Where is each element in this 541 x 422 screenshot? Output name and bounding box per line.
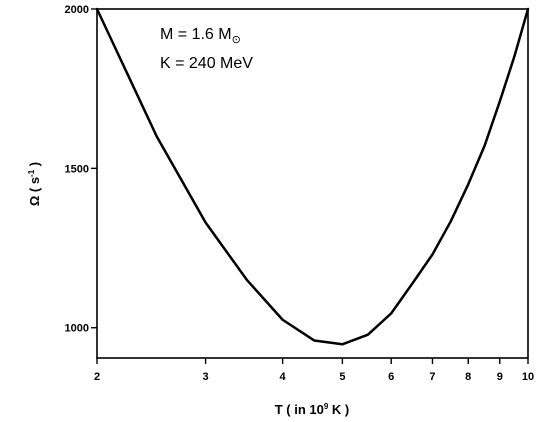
y-axis-label-main: Ω ( s [27,177,42,206]
x-tick-label: 7 [429,371,435,383]
x-tick-label: 3 [203,371,209,383]
x-tick-label: 6 [388,371,394,383]
y-axis-ticks [91,8,97,329]
y-axis-tick-labels: 1000 1500 2000 [65,4,89,335]
x-axis-label-suffix: K ) [328,402,349,417]
x-axis-label-sup: 9 [324,402,329,411]
x-tick-label: 8 [465,371,471,383]
x-axis-ticks [96,358,529,364]
x-axis-label: T ( in 109 K ) [275,402,350,417]
series-line [95,7,530,346]
x-axis-tick-labels: 2 3 4 5 6 7 8 9 10 [94,371,534,383]
x-tick-label: 2 [94,371,100,383]
plot-area: 2 3 4 5 6 7 8 9 10 1000 1500 2000 [65,4,535,383]
x-tick-label: 4 [280,371,287,383]
k-annotation: K = 240 MeV [160,55,253,72]
mass-annotation-sub: ⊙ [232,34,241,46]
annotations: M = 1.6 M⊙ K = 240 MeV [160,26,253,72]
y-axis-label-suffix: ) [27,162,42,170]
mass-annotation-prefix: M = 1.6 M [160,26,232,43]
plot-frame [96,8,529,359]
x-tick-label: 5 [339,371,345,383]
y-axis-label-sup: -1 [27,169,36,177]
x-tick-label: 9 [497,371,503,383]
y-tick-label: 1500 [65,163,89,175]
mass-annotation: M = 1.6 M⊙ [160,26,241,46]
y-tick-label: 1000 [65,323,89,335]
x-axis-label-prefix: T ( in 10 [275,402,324,417]
y-tick-label: 2000 [65,4,89,16]
y-axis-label: Ω ( s-1 ) [27,162,42,206]
x-tick-label: 10 [522,371,534,383]
